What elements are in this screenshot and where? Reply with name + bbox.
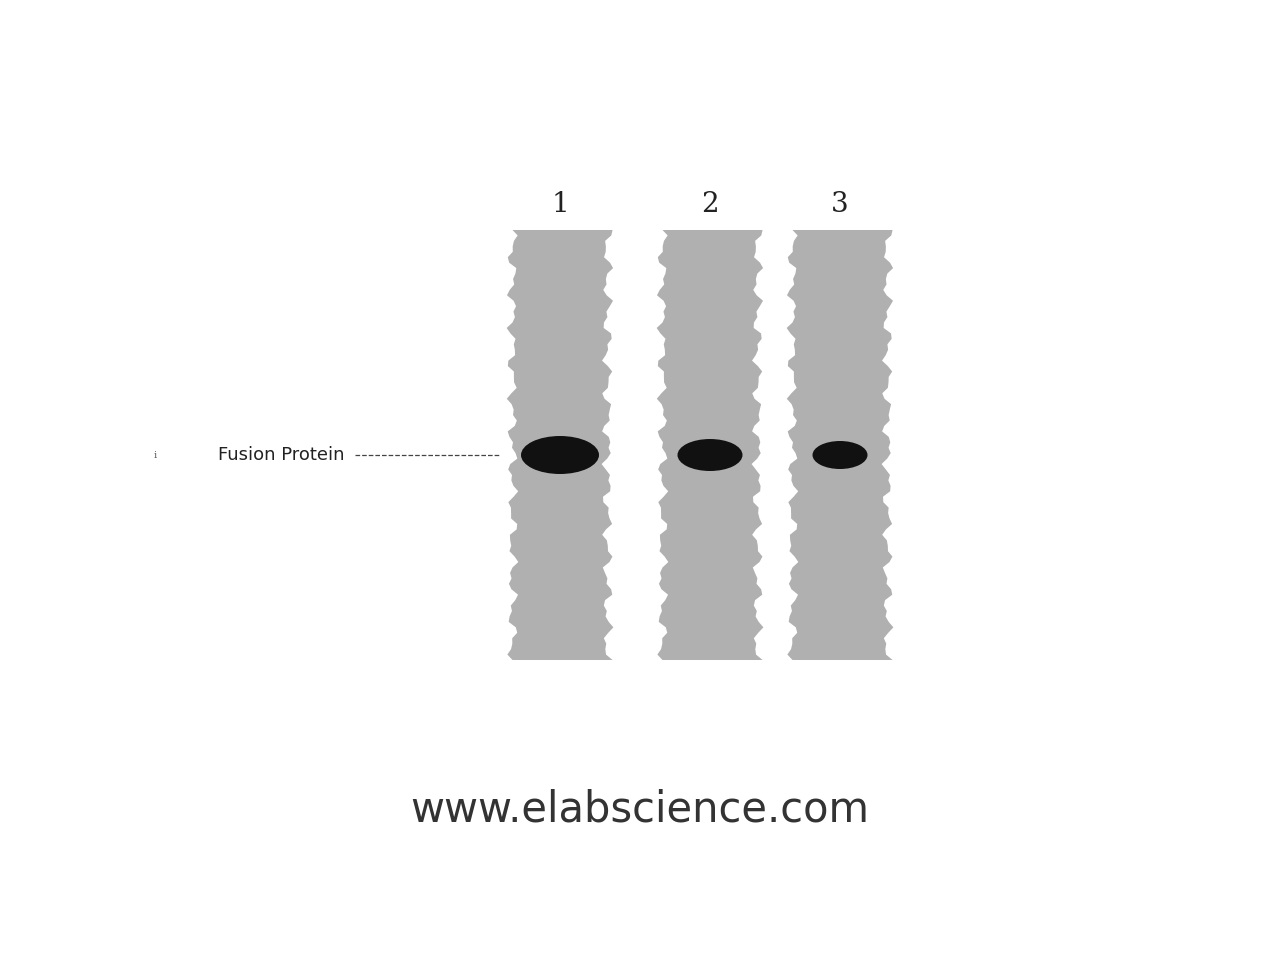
- Polygon shape: [787, 230, 893, 660]
- Ellipse shape: [813, 441, 868, 469]
- Text: 2: 2: [701, 192, 719, 219]
- Text: www.elabscience.com: www.elabscience.com: [411, 789, 869, 831]
- Text: 1: 1: [552, 192, 568, 219]
- Polygon shape: [507, 230, 613, 660]
- Text: 3: 3: [831, 192, 849, 219]
- Ellipse shape: [521, 436, 599, 474]
- Polygon shape: [657, 230, 763, 660]
- Ellipse shape: [677, 439, 742, 471]
- Text: Fusion Protein: Fusion Protein: [219, 446, 346, 464]
- Text: i: i: [154, 451, 156, 459]
